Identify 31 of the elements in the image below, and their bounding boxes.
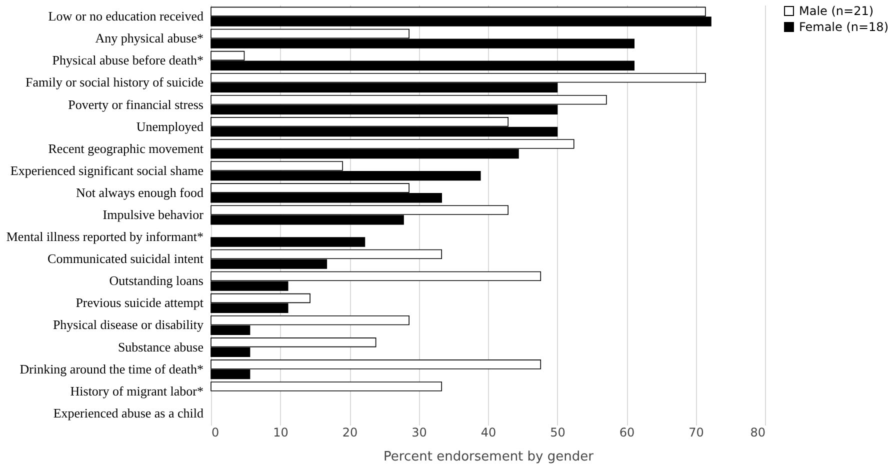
- y-tick-label: Poverty or financial stress: [68, 96, 204, 112]
- x-axis-title: Percent endorsement by gender: [384, 450, 594, 464]
- y-tick-label: Recent geographic movement: [48, 140, 204, 156]
- y-tick-label: Impulsive behavior: [102, 207, 204, 222]
- y-tick-label: Previous suicide attempt: [76, 295, 204, 310]
- y-tick-label: Experienced significant social shame: [10, 162, 204, 178]
- y-tick-label: Drinking around the time of death*: [20, 361, 204, 376]
- x-tick-label: 80: [750, 426, 766, 440]
- y-tick-label: Family or social history of suicide: [25, 74, 204, 90]
- y-tick-label: History of migrant labor*: [70, 383, 204, 398]
- y-tick-label: Substance abuse: [118, 339, 204, 354]
- y-tick-label: Experienced abuse as a child: [53, 405, 204, 420]
- x-tick-label: 60: [619, 426, 635, 440]
- x-tick-label: 40: [480, 426, 496, 440]
- y-tick-label: Any physical abuse*: [95, 30, 204, 46]
- x-tick-label: 20: [342, 426, 358, 440]
- x-tick-label: 30: [412, 426, 427, 440]
- y-tick-label: Mental illness reported by informant*: [6, 229, 204, 244]
- y-tick-label: Physical disease or disability: [52, 317, 204, 332]
- legend-label: Male (n=21): [799, 4, 874, 18]
- y-tick-label: Low or no education received: [48, 8, 204, 24]
- x-tick-label: 50: [550, 426, 566, 440]
- y-tick-label: Physical abuse before death*: [52, 52, 204, 68]
- y-tick-label: Not always enough food: [76, 184, 204, 200]
- x-tick-label: 10: [273, 426, 288, 440]
- legend-label: Female (n=18): [799, 20, 888, 34]
- y-tick-label: Communicated suicidal intent: [48, 251, 204, 266]
- x-tick-label: 70: [688, 426, 704, 440]
- y-tick-label: Outstanding loans: [109, 273, 204, 288]
- y-tick-label: Unemployed: [136, 118, 204, 134]
- x-tick-label: 0: [212, 426, 220, 440]
